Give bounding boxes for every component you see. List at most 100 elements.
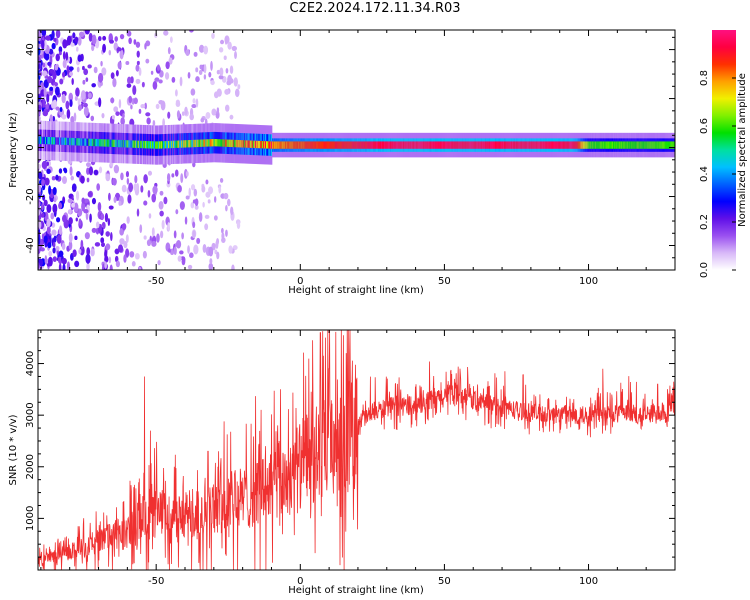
spectrogram-band-core xyxy=(597,141,600,149)
spectrogram-x-label: Height of straight line (km) xyxy=(288,285,424,296)
spectrogram-noise-cell xyxy=(163,30,169,36)
spectrogram-band-core xyxy=(657,141,659,149)
spectrogram-band-core xyxy=(582,141,585,149)
spectrogram-band-core xyxy=(550,141,552,149)
spectrogram-noise-cell xyxy=(77,97,81,107)
spectrogram-band-core xyxy=(272,141,274,149)
chart-title: C2E2.2024.172.11.34.R03 xyxy=(289,1,461,16)
spectrogram-noise-cell xyxy=(49,86,54,91)
spectrogram-band-core xyxy=(182,140,184,148)
spectrogram-band-core xyxy=(338,141,340,149)
spectrogram-band-core xyxy=(656,141,658,149)
spectrogram-band-core xyxy=(431,141,433,149)
spectrogram-noise-cell xyxy=(227,198,231,207)
spectrogram-noise-cell xyxy=(175,239,182,249)
spectrogram-band-core xyxy=(348,141,351,149)
spectrogram-noise-cell xyxy=(69,71,74,77)
spectrogram-noise-cell xyxy=(221,232,225,240)
spectrogram-band-core xyxy=(154,141,156,149)
spectrogram-noise-cell xyxy=(208,262,214,270)
spectrogram-noise-cell xyxy=(211,32,215,39)
spectrogram-band-core xyxy=(77,138,79,146)
spectrogram-band-core xyxy=(210,139,212,147)
spectrogram-band-core xyxy=(489,141,492,149)
spectrogram-noise-cell xyxy=(115,111,120,116)
spectrogram-noise-cell xyxy=(68,66,74,71)
spectrogram-band-core xyxy=(588,141,591,149)
spectrogram-band-core xyxy=(370,141,373,149)
spectrogram-noise-cell xyxy=(62,51,66,60)
spectrogram-band-core xyxy=(84,138,86,146)
spectrogram-noise-cell xyxy=(73,112,77,122)
spectrogram-band-core xyxy=(554,141,556,149)
spectrogram-band-core xyxy=(610,141,612,149)
spectrogram-band-core xyxy=(670,141,672,149)
spectrogram-band-core xyxy=(177,140,179,148)
spectrogram-noise-cell xyxy=(226,80,232,86)
spectrogram-noise-cell xyxy=(108,256,112,264)
spectrogram-noise-cell xyxy=(169,248,175,256)
spectrogram-noise-cell xyxy=(185,195,190,200)
spectrogram-band-core xyxy=(503,141,505,149)
spectrogram-band-core xyxy=(394,141,396,149)
snr-x-tick-label: -50 xyxy=(148,576,164,587)
spectrogram-band-core xyxy=(46,136,48,145)
spectrogram-noise-cell xyxy=(125,234,129,243)
spectrogram-noise-cell xyxy=(59,78,64,85)
spectrogram-band-core xyxy=(634,141,636,149)
spectrogram-band-core xyxy=(83,138,85,146)
spectrogram-band-core xyxy=(54,137,56,145)
spectrogram-band-core xyxy=(413,141,415,149)
spectrogram-noise-cell xyxy=(117,61,122,70)
spectrogram-band-core xyxy=(628,141,630,149)
spectrogram-noise-cell xyxy=(91,197,97,205)
spectrogram-noise-cell xyxy=(58,168,63,174)
spectrogram-band-core xyxy=(552,141,554,149)
spectrogram-noise-cell xyxy=(210,60,213,71)
spectrogram-noise-cell xyxy=(161,219,165,230)
spectrogram-band-core xyxy=(514,141,516,149)
spectrogram-band-core xyxy=(299,141,301,149)
spectrogram-noise-cell xyxy=(179,250,184,255)
spectrogram-band-core xyxy=(583,141,586,149)
spectrogram-noise-cell xyxy=(225,68,229,74)
spectrogram-noise-cell xyxy=(107,218,111,226)
spectrogram-noise-cell xyxy=(223,192,229,200)
spectrogram-band-core xyxy=(589,141,592,149)
spectrogram-noise-cell xyxy=(151,193,157,203)
spectrogram-band-core xyxy=(344,141,346,149)
spectrogram-band-core xyxy=(399,141,401,149)
spectrogram-band-core xyxy=(458,141,460,149)
spectrogram-noise-cell xyxy=(38,236,41,246)
spectrogram-band-core xyxy=(55,137,57,145)
spectrogram-band-core xyxy=(527,141,529,149)
spectrogram-band-core xyxy=(127,140,130,148)
spectrogram-band-core xyxy=(440,141,442,149)
spectrogram-band-core xyxy=(411,141,413,149)
spectrogram-noise-cell xyxy=(192,98,196,104)
spectrogram-band-core xyxy=(229,139,231,147)
spectrogram-noise-cell xyxy=(115,260,121,268)
spectrogram-noise-cell xyxy=(61,71,66,78)
spectrogram-noise-cell xyxy=(51,175,56,181)
spectrogram-band-core xyxy=(398,141,400,149)
spectrogram-band-core xyxy=(499,141,501,149)
spectrogram-band-core xyxy=(438,141,440,149)
spectrogram-band-core xyxy=(356,141,359,149)
spectrogram-noise-cell xyxy=(51,42,56,50)
spectrogram-band-core xyxy=(557,141,559,149)
spectrogram-noise-cell xyxy=(97,35,102,42)
spectrogram-noise-cell xyxy=(91,227,97,233)
spectrogram-noise-cell xyxy=(48,185,52,195)
spectrogram-band-core xyxy=(451,141,453,149)
spectrogram-band-core xyxy=(549,141,551,149)
spectrogram-band-core xyxy=(273,141,275,149)
spectrogram-band-core xyxy=(673,141,675,149)
spectrogram-band-core xyxy=(485,141,488,149)
spectrogram-band-core xyxy=(381,141,383,149)
spectrogram-band-core xyxy=(141,140,144,149)
spectrogram-noise-cell xyxy=(199,64,203,70)
spectrogram-band-core xyxy=(433,141,435,149)
spectrogram-band-core xyxy=(311,141,313,149)
spectrogram-band-core xyxy=(119,139,122,148)
